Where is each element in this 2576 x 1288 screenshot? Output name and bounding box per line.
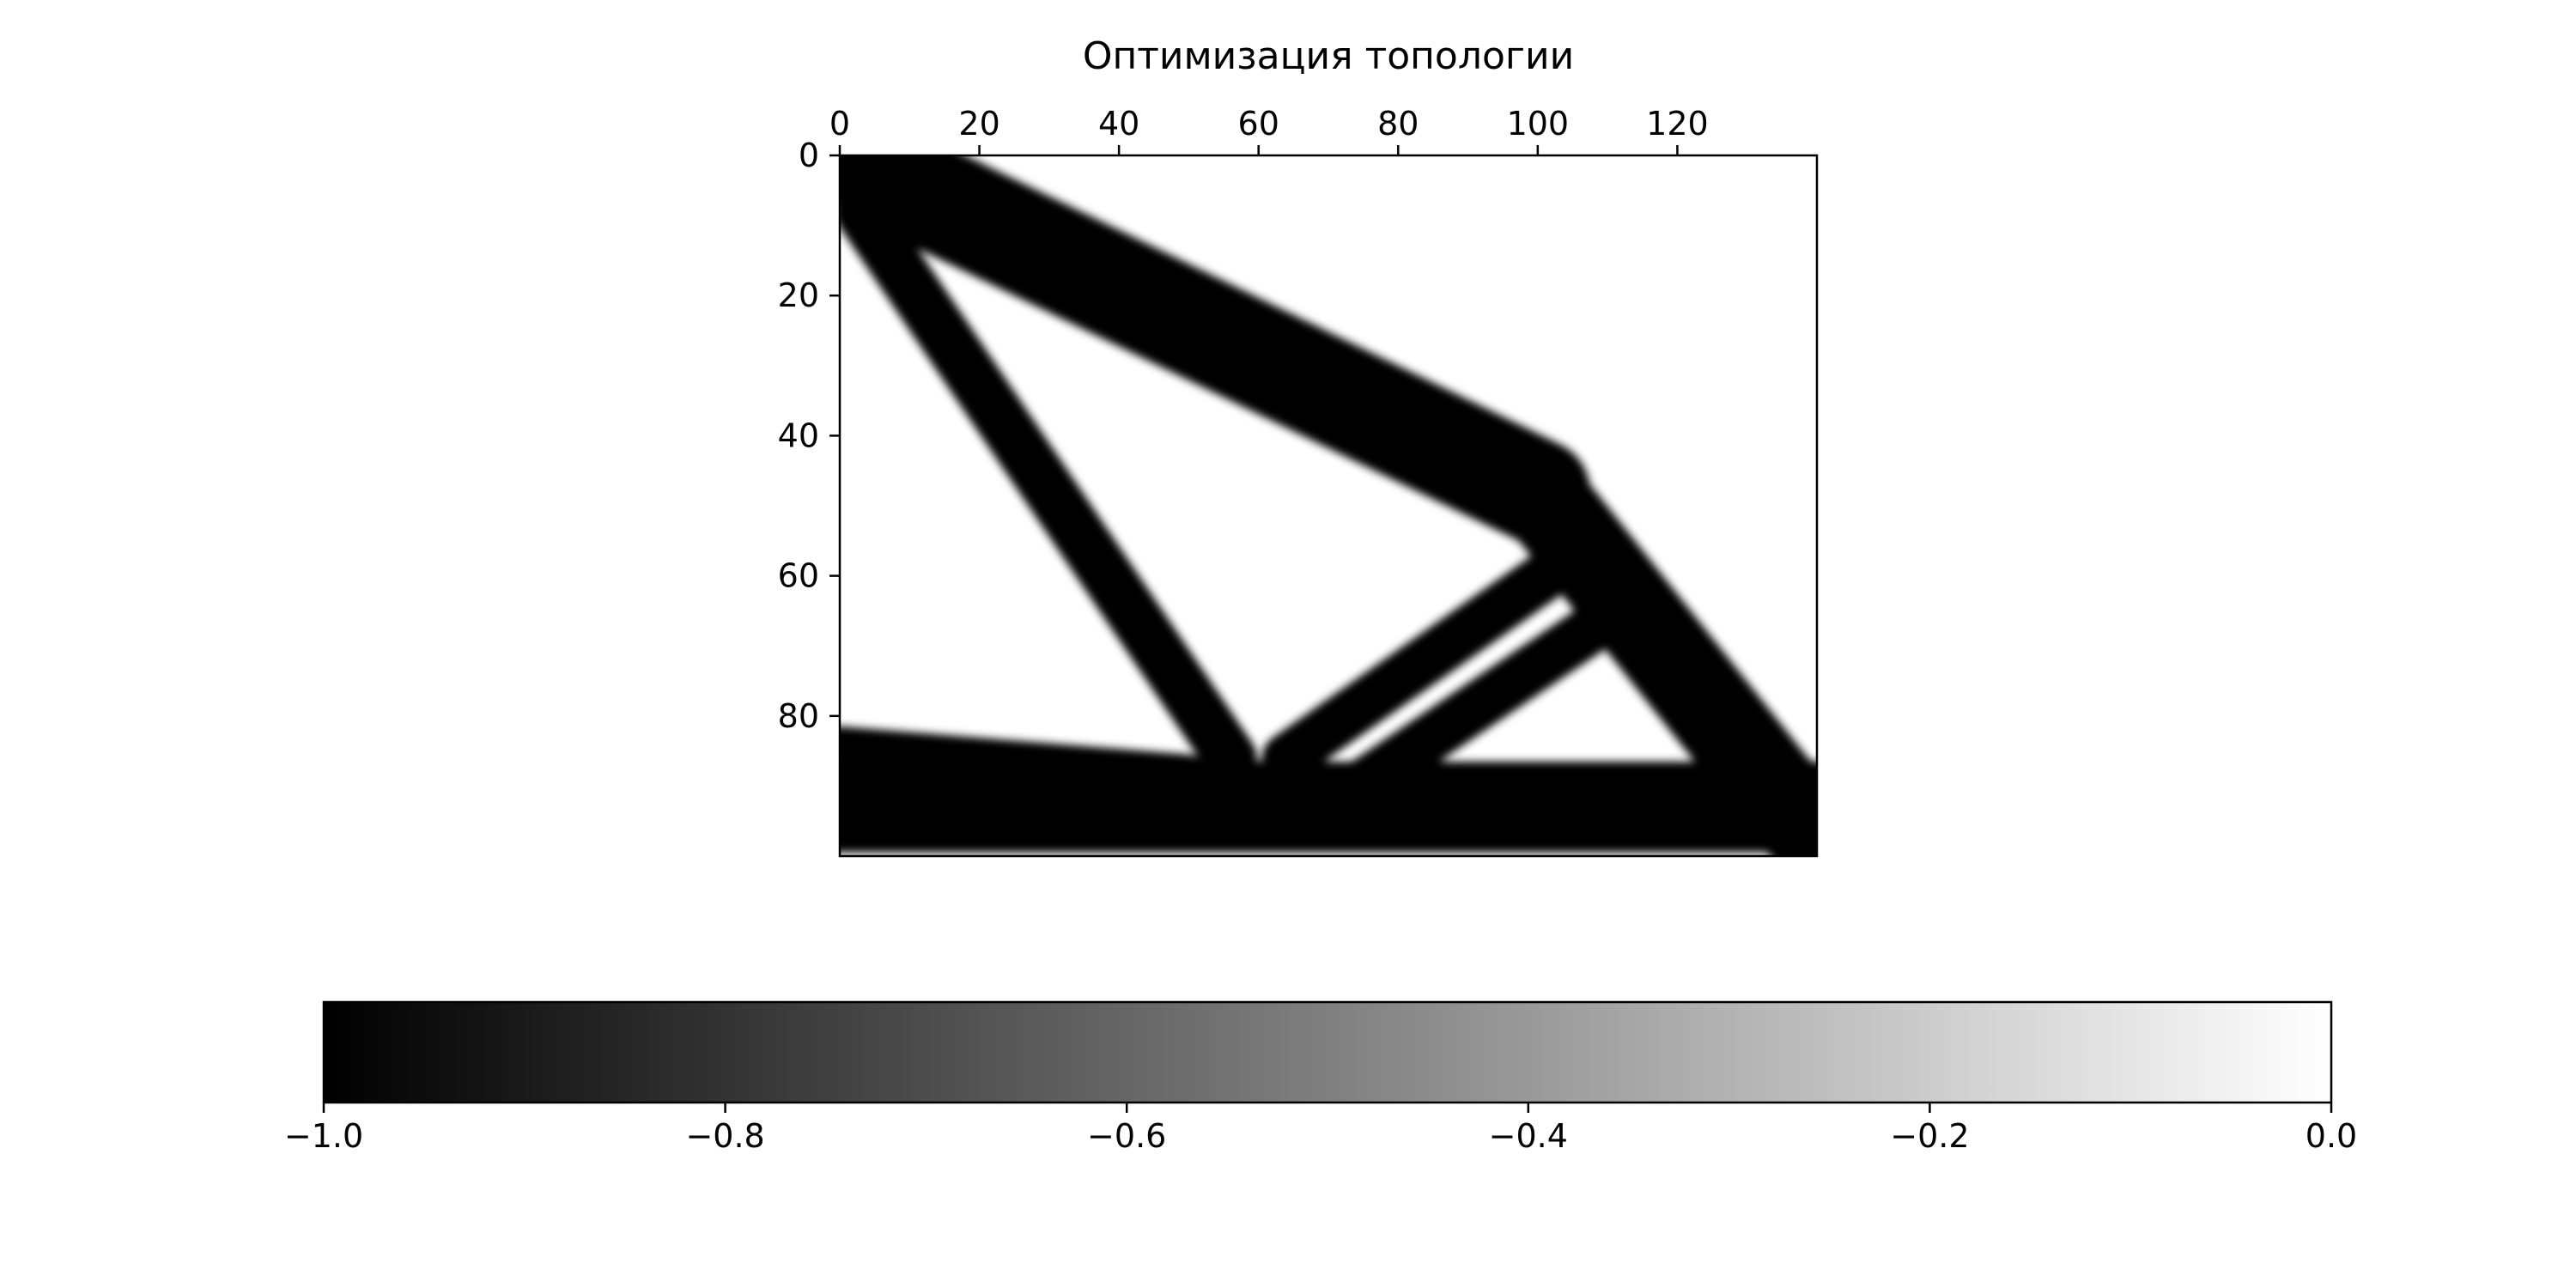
x-tick-label: 40 bbox=[1098, 105, 1139, 143]
y-tick-label: 80 bbox=[778, 697, 819, 735]
member-left-diagonal bbox=[840, 185, 1257, 785]
colorbar-ticks: −1.0 −0.8 −0.6 −0.4 −0.2 0.0 bbox=[284, 1103, 2357, 1155]
colorbar-tick-label: 0.0 bbox=[2306, 1117, 2357, 1155]
x-tick-label: 20 bbox=[958, 105, 999, 143]
member-left-support bbox=[840, 726, 1206, 790]
structure-members bbox=[840, 155, 1817, 856]
y-tick-label: 40 bbox=[778, 416, 819, 454]
chart-title: Оптимизация топологии bbox=[1083, 34, 1574, 78]
heatmap-image bbox=[840, 155, 1817, 856]
member-inner-diagonal-upper bbox=[1261, 537, 1590, 783]
colorbar-tick-label: −0.2 bbox=[1890, 1117, 1969, 1155]
colorbar-tick-label: −1.0 bbox=[284, 1117, 363, 1155]
x-axis-ticks: 0 20 40 60 80 100 120 bbox=[829, 105, 1709, 155]
plot-frame bbox=[838, 154, 1819, 858]
y-tick-label: 60 bbox=[778, 557, 819, 595]
x-tick-label: 80 bbox=[1377, 105, 1419, 143]
colorbar-tick-label: −0.4 bbox=[1489, 1117, 1568, 1155]
colorbar-tick-label: −0.6 bbox=[1087, 1117, 1166, 1155]
y-tick-label: 20 bbox=[778, 276, 819, 314]
colorbar-tick-label: −0.8 bbox=[685, 1117, 764, 1155]
y-axis-ticks: 0 20 40 60 80 bbox=[778, 137, 840, 735]
y-tick-label: 0 bbox=[799, 137, 819, 174]
x-tick-label: 0 bbox=[829, 105, 850, 143]
x-tick-label: 60 bbox=[1238, 105, 1279, 143]
member-top-chord-left bbox=[840, 155, 1590, 544]
colorbar bbox=[322, 1000, 2333, 1104]
x-tick-label: 120 bbox=[1646, 105, 1709, 143]
x-tick-label: 100 bbox=[1507, 105, 1570, 143]
